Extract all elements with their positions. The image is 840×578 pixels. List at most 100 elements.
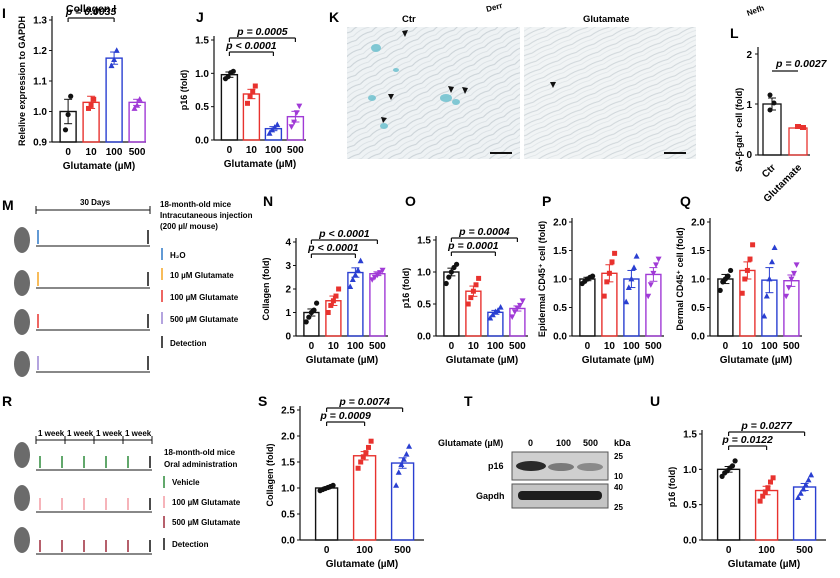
data-point <box>797 490 804 496</box>
x-tick-label: 10 <box>604 341 616 352</box>
blot-marker-0: 25 <box>614 452 623 461</box>
blot-row-p16: p16 <box>488 461 504 471</box>
scheme-m-legend-4: Detection <box>170 339 207 348</box>
data-point <box>374 272 381 279</box>
data-point <box>795 494 802 500</box>
x-tick-label: 0 <box>227 145 233 156</box>
x-axis-label: Glutamate (µM) <box>224 159 296 170</box>
data-point <box>757 498 763 504</box>
data-point <box>497 304 504 310</box>
bar <box>220 73 239 141</box>
x-axis-label: Glutamate (µM) <box>446 355 518 366</box>
data-point <box>400 456 407 462</box>
data-point <box>765 485 771 491</box>
data-point <box>628 275 635 282</box>
scheme-m-days: 30 Days <box>80 198 111 207</box>
data-point <box>406 443 413 449</box>
data-point <box>291 119 298 126</box>
scheme-m-legend-1: 10 µM Glutamate <box>170 271 234 280</box>
l-y-axis-label: SA-β-gal⁺ cell (fold) <box>734 88 744 172</box>
data-point <box>330 298 336 304</box>
p-value: p = 0.0005 <box>236 26 288 38</box>
p-value: p < 0.0001 <box>225 40 277 52</box>
y-tick-label: 0.0 <box>553 332 567 343</box>
x-tick-label: 0 <box>726 545 732 556</box>
x-axis-label: Glutamate (µM) <box>306 355 378 366</box>
data-point <box>266 130 273 136</box>
chart-collagen-i-in-vitro: 0.9 1.0 1.1 1.2 1.3 0 10 100 500 p = 0.0035 Glutam… <box>17 3 146 172</box>
y-axis-label: p16 (fold) <box>401 268 411 309</box>
bar <box>601 272 618 337</box>
y-axis-label: Collagen (fold) <box>265 444 275 507</box>
y-tick-label: 1.5 <box>553 246 567 257</box>
p-value: p < 0.0001 <box>318 228 370 240</box>
data-point <box>136 96 143 102</box>
x-tick-label: 500 <box>783 341 800 352</box>
data-point <box>511 309 518 315</box>
scheme-m-legend-3: 500 µM Glutamate <box>170 315 239 324</box>
data-point <box>653 262 659 268</box>
x-tick-label: 0 <box>723 341 729 352</box>
data-point <box>514 305 521 312</box>
blot-marker-3: 25 <box>614 503 623 512</box>
data-point <box>366 444 371 450</box>
y-tick-label: 1.3 <box>33 16 47 27</box>
data-point <box>465 301 471 307</box>
panel-label-o: O <box>405 193 416 209</box>
scheme-r-legend-3: Detection <box>172 540 209 549</box>
x-tick-label: 0 <box>449 341 455 352</box>
data-point <box>230 68 236 74</box>
x-tick-label: 0 <box>585 341 591 352</box>
data-point <box>604 279 610 285</box>
data-point <box>783 293 790 300</box>
data-point <box>288 124 295 130</box>
y-axis-label: Dermal CD45⁺ cell (fold) <box>675 227 685 330</box>
x-tick-label: 100 <box>356 545 373 556</box>
chart-p16-injection: 0.0 0.5 1.0 1.5 0 10 100 500 p = 0.0001 p = 0.000… <box>401 226 528 366</box>
scheme-m-title-1: 18-month-old mice <box>160 200 232 209</box>
data-point <box>131 105 138 111</box>
y-tick-label: 0.0 <box>691 332 705 343</box>
p-value: p = 0.0122 <box>721 434 773 446</box>
data-point <box>728 267 734 274</box>
bar-glutamate <box>788 127 808 156</box>
data-point <box>88 102 94 108</box>
blot-row-gapdh: Gapdh <box>476 491 505 501</box>
data-point <box>487 314 494 321</box>
data-point <box>134 102 141 108</box>
p-value: p = 0.0035 <box>65 6 117 18</box>
x-tick-label: 500 <box>394 545 411 556</box>
data-point <box>293 110 300 116</box>
y-axis-label: Relelive expression to GAPDH <box>17 16 27 146</box>
svg-text:0: 0 <box>746 150 752 161</box>
bar <box>792 486 817 541</box>
x-tick-label: 10 <box>468 341 480 352</box>
data-point <box>111 56 118 63</box>
p-value: p = 0.0277 <box>740 420 793 432</box>
scheme-r-week-0: 1 week <box>38 429 65 438</box>
p-value: p = 0.0004 <box>458 226 510 238</box>
scheme-oral: 1 week 1 week 1 week 1 week 18-month-old… <box>14 429 241 555</box>
x-tick-label: 0 <box>309 341 315 352</box>
western-blot: Glutamate (µM) 0 100 500 kDa p16 Gapdh 2… <box>438 438 632 512</box>
y-tick-label: 1.5 <box>195 36 209 47</box>
y-tick-label: 1.5 <box>691 246 705 257</box>
y-tick-label: 1.0 <box>683 465 697 476</box>
scheme-r-title-2: Oral administration <box>164 460 237 469</box>
data-point <box>245 100 250 106</box>
bar <box>325 300 342 337</box>
bar <box>390 462 415 541</box>
data-point <box>760 493 766 499</box>
data-point <box>612 250 618 256</box>
data-point <box>631 264 637 270</box>
data-point <box>623 298 630 305</box>
data-point <box>606 270 612 276</box>
bar <box>783 280 800 337</box>
data-point <box>311 307 317 313</box>
scheme-r-legend-0: Vehicle <box>172 478 200 487</box>
p-value: p = 0.0009 <box>319 410 371 422</box>
data-point <box>732 458 738 464</box>
x-tick-label: 500 <box>509 341 526 352</box>
y-tick-label: 1.5 <box>281 458 295 469</box>
bar <box>314 487 339 541</box>
